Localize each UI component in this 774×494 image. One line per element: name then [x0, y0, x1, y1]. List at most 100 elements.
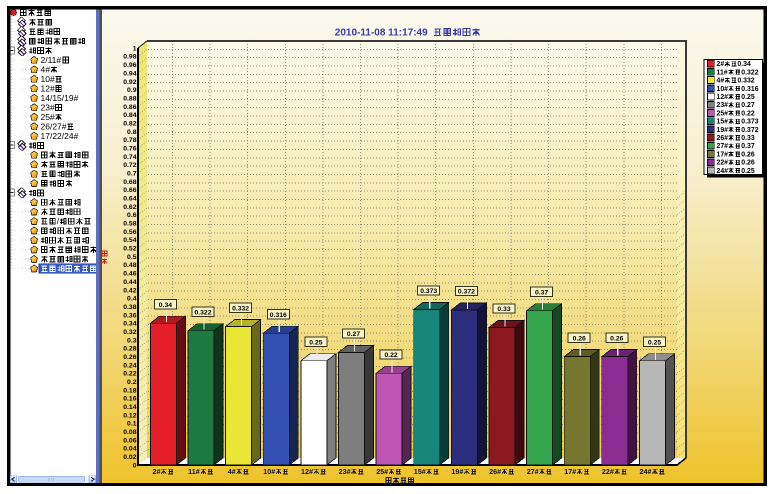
svg-text:0.64: 0.64	[123, 196, 136, 203]
svg-text:2#: 2#	[153, 467, 161, 476]
svg-text:0.38: 0.38	[123, 304, 136, 311]
svg-text:4#: 4#	[717, 78, 725, 85]
svg-text:0.82: 0.82	[123, 120, 136, 127]
svg-text:15#: 15#	[414, 467, 426, 476]
svg-text:0.26: 0.26	[741, 160, 755, 167]
svg-text:2/11#: 2/11#	[41, 55, 62, 65]
svg-text:0.373: 0.373	[420, 288, 437, 295]
svg-text:0.36: 0.36	[123, 312, 136, 319]
svg-text:0.34: 0.34	[123, 321, 136, 328]
svg-text:26#: 26#	[717, 135, 729, 142]
svg-text:0.22: 0.22	[123, 371, 136, 378]
svg-text:23#: 23#	[717, 102, 729, 109]
svg-text:0.316: 0.316	[741, 86, 758, 93]
svg-text:0.02: 0.02	[123, 454, 136, 461]
svg-text:0.322: 0.322	[741, 69, 758, 76]
svg-text:2010-11-08 11:17:49: 2010-11-08 11:17:49	[335, 28, 428, 39]
svg-text:0.24: 0.24	[123, 362, 136, 369]
svg-text:0.88: 0.88	[123, 95, 136, 102]
svg-text:0.27: 0.27	[347, 331, 360, 338]
svg-text:0.66: 0.66	[123, 187, 136, 194]
svg-text:0.1: 0.1	[127, 421, 137, 428]
svg-text:0.44: 0.44	[123, 279, 136, 286]
svg-text:0.42: 0.42	[123, 287, 136, 294]
svg-text:17#: 17#	[564, 467, 576, 476]
svg-text:0.22: 0.22	[384, 352, 397, 359]
svg-text:12#: 12#	[41, 83, 55, 93]
svg-text:0.78: 0.78	[123, 137, 136, 144]
svg-text:0.25: 0.25	[309, 339, 322, 346]
svg-text:4#: 4#	[41, 65, 51, 75]
svg-text:26/27#: 26/27#	[41, 121, 67, 131]
svg-text:0.92: 0.92	[123, 79, 136, 86]
svg-text:1: 1	[133, 45, 137, 52]
svg-text:0.7: 0.7	[127, 171, 137, 178]
svg-text:0.2: 0.2	[127, 379, 137, 386]
svg-text:0.16: 0.16	[123, 396, 136, 403]
svg-text:19#: 19#	[451, 467, 463, 476]
svg-text:0.06: 0.06	[123, 437, 136, 444]
svg-text:0.12: 0.12	[123, 412, 136, 419]
svg-text:0.48: 0.48	[123, 262, 136, 269]
svg-text:14/15/19#: 14/15/19#	[41, 93, 79, 103]
svg-text:0.68: 0.68	[123, 179, 136, 186]
svg-text:0.52: 0.52	[123, 246, 136, 253]
svg-text:0.62: 0.62	[123, 204, 136, 211]
svg-text:26#: 26#	[489, 467, 501, 476]
svg-text:0.25: 0.25	[648, 339, 661, 346]
svg-text:24#: 24#	[640, 467, 652, 476]
svg-text:0.86: 0.86	[123, 104, 136, 111]
svg-text:0.14: 0.14	[123, 404, 136, 411]
svg-text:0.26: 0.26	[573, 335, 586, 342]
svg-text:0.76: 0.76	[123, 145, 136, 152]
svg-text:25#: 25#	[41, 112, 55, 122]
svg-text:12#: 12#	[301, 467, 313, 476]
svg-text:0.25: 0.25	[741, 94, 755, 101]
svg-text:0.96: 0.96	[123, 62, 136, 69]
svg-text:0.6: 0.6	[127, 212, 137, 219]
svg-text:0.9: 0.9	[127, 87, 137, 94]
svg-text:/: /	[57, 216, 60, 226]
svg-text:0.27: 0.27	[741, 102, 755, 109]
svg-text:0.33: 0.33	[741, 135, 755, 142]
svg-text:24#: 24#	[717, 168, 729, 175]
svg-text:0.332: 0.332	[232, 305, 249, 312]
svg-text:0.37: 0.37	[741, 143, 755, 150]
svg-text:0.372: 0.372	[741, 127, 758, 134]
svg-text:22#: 22#	[717, 160, 729, 167]
svg-text:0.26: 0.26	[741, 152, 755, 159]
svg-text:0.8: 0.8	[127, 129, 137, 136]
svg-text:25#: 25#	[717, 110, 729, 117]
svg-text:19#: 19#	[717, 127, 729, 134]
svg-text:0.26: 0.26	[610, 335, 623, 342]
svg-text:0.18: 0.18	[123, 387, 136, 394]
svg-text:0.28: 0.28	[123, 346, 136, 353]
svg-text:25#: 25#	[376, 467, 388, 476]
svg-text:0.34: 0.34	[159, 302, 172, 309]
svg-text:0.37: 0.37	[535, 289, 548, 296]
svg-text:0.32: 0.32	[123, 329, 136, 336]
svg-text:0.25: 0.25	[741, 168, 755, 175]
svg-text:10#: 10#	[263, 467, 275, 476]
svg-text:2#: 2#	[717, 61, 725, 68]
svg-text:12#: 12#	[717, 94, 729, 101]
svg-text:11#: 11#	[717, 69, 728, 76]
svg-text:0.22: 0.22	[741, 110, 755, 117]
svg-text:0.56: 0.56	[123, 229, 136, 236]
svg-text:15#: 15#	[717, 119, 729, 126]
svg-text:0.54: 0.54	[123, 237, 136, 244]
svg-text:0.373: 0.373	[741, 119, 758, 126]
svg-text:0.5: 0.5	[127, 254, 137, 261]
svg-text:23#: 23#	[41, 102, 55, 112]
svg-text:17#: 17#	[717, 152, 729, 159]
svg-text:0.26: 0.26	[123, 354, 136, 361]
svg-text:0.58: 0.58	[123, 221, 136, 228]
svg-text:17/22/24#: 17/22/24#	[41, 131, 79, 141]
svg-text:0.4: 0.4	[127, 296, 137, 303]
svg-text:23#: 23#	[339, 467, 351, 476]
svg-text:0.46: 0.46	[123, 271, 136, 278]
svg-text:0.98: 0.98	[123, 54, 136, 61]
svg-text:0.372: 0.372	[458, 289, 475, 296]
svg-text:27#: 27#	[717, 143, 729, 150]
svg-text:0.322: 0.322	[194, 309, 211, 316]
